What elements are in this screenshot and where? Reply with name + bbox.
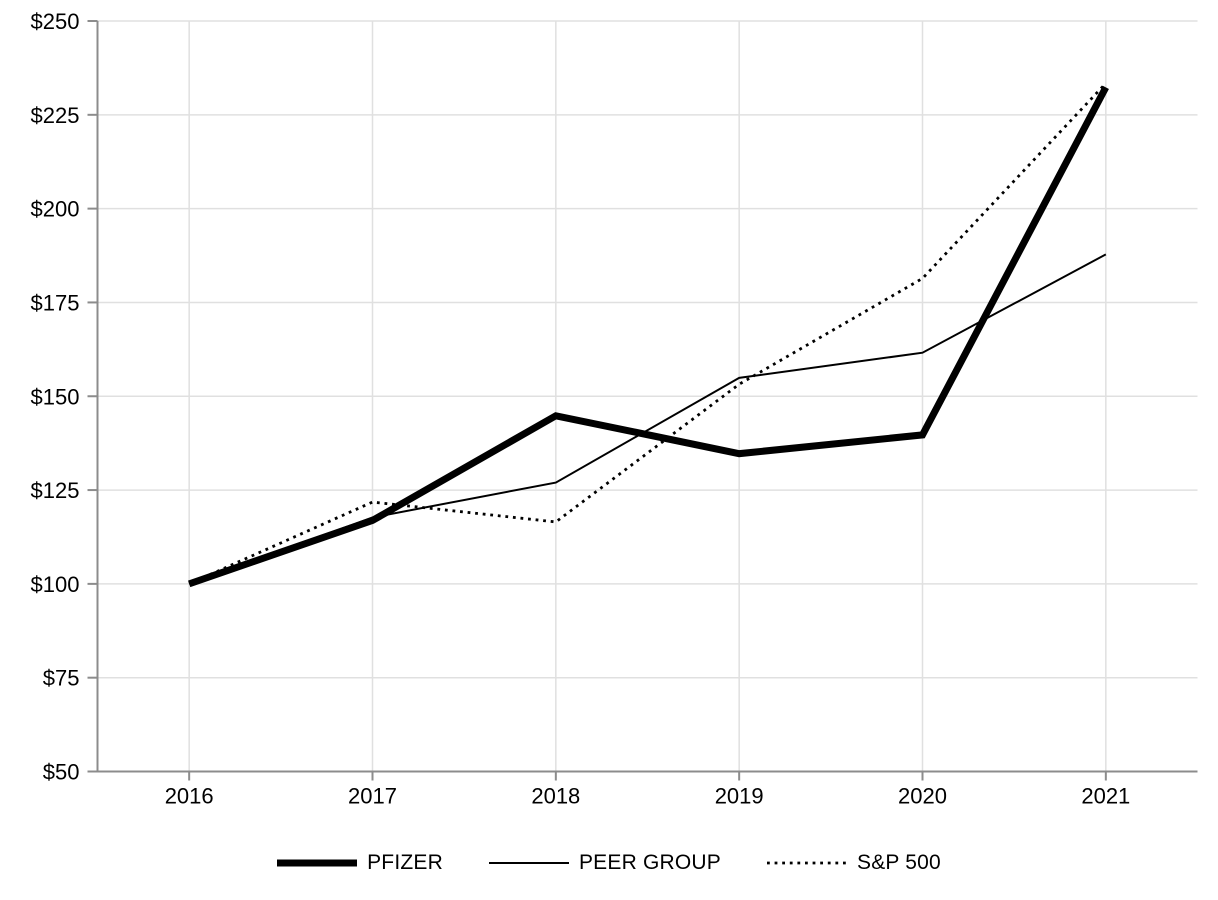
x-tick-label: 2020 [898,784,947,809]
legend-item-sp500: S&P 500 [766,851,941,875]
y-tick-label: $100 [31,572,80,597]
y-tick-label: $75 [43,666,80,691]
y-tick-label: $125 [31,478,80,503]
s-p-500-series-line [188,82,1107,586]
legend-item-pfizer: PFIZER [277,851,443,875]
peer-group-thin-line-icon [488,862,569,864]
x-tick-label: 2021 [1081,784,1130,809]
x-tick-label: 2018 [531,784,580,809]
chart-plot-area: $50$75$100$125$150$175$200$225$250 2016 2… [31,9,1198,809]
y-tick-label: $150 [31,384,80,409]
pfizer-thick-line-icon [277,859,358,867]
sp500-dotted-line-icon [766,861,847,865]
vertical-gridlines [188,21,1107,772]
x-tick-label: 2019 [715,784,764,809]
legend-label-sp500: S&P 500 [856,851,941,874]
series-lines [188,82,1109,588]
chart-legend: PFIZER PEER GROUP S&P 500 [0,846,1218,880]
x-tick-label: 2016 [165,784,214,809]
pfizer-series-line [188,85,1109,588]
y-tick-label: $250 [31,9,80,34]
horizontal-gridlines [97,20,1198,773]
x-axis-labels: 2016 2017 2018 2019 2020 2021 [165,784,1131,809]
y-axis-labels: $50 $75 $100 $125 $150 $175 $200 $225 $250 [31,9,80,785]
y-tick-label: $225 [31,103,80,128]
y-tick-label: $50 [43,760,80,785]
y-tick-label: $175 [31,290,80,315]
legend-label-pfizer: PFIZER [367,851,443,874]
x-tick-label: 2017 [348,784,397,809]
axis-ticks [87,20,1107,781]
y-tick-label: $200 [31,197,80,222]
legend-item-peer-group: PEER GROUP [488,851,721,875]
legend-label-peer-group: PEER GROUP [578,851,721,874]
